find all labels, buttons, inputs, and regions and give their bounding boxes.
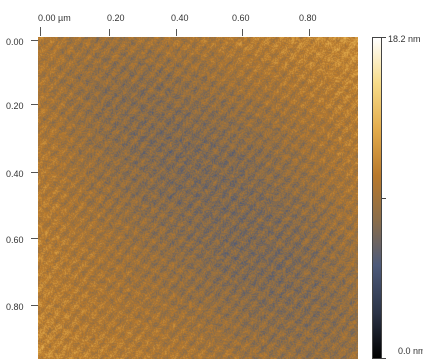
x-tick-label-1: 0.20 bbox=[107, 13, 125, 23]
colorbar-min-label: 0.0 nm bbox=[398, 346, 423, 356]
y-tick-label-2: 0.40 bbox=[6, 169, 24, 179]
x-tick-label-3: 0.60 bbox=[232, 13, 250, 23]
x-tick-mark bbox=[176, 29, 177, 36]
x-tick-label-2: 0.40 bbox=[171, 13, 189, 23]
y-tick-mark bbox=[31, 238, 38, 239]
y-tick-mark bbox=[31, 104, 38, 105]
x-tick-label-4: 0.80 bbox=[299, 13, 317, 23]
x-tick-mark bbox=[309, 29, 310, 36]
y-tick-mark bbox=[31, 305, 38, 306]
x-tick-mark bbox=[109, 29, 110, 36]
afm-topography-image bbox=[38, 37, 358, 359]
y-tick-label-0: 0.00 bbox=[6, 37, 24, 47]
height-color-scale bbox=[372, 37, 382, 359]
y-tick-mark bbox=[31, 40, 38, 41]
colorbar-max-label: 18.2 nm bbox=[388, 34, 421, 44]
y-tick-mark bbox=[31, 172, 38, 173]
colorbar-tick-mid bbox=[382, 198, 386, 199]
x-tick-mark bbox=[40, 27, 41, 36]
y-tick-label-4: 0.80 bbox=[6, 302, 24, 312]
y-tick-label-1: 0.20 bbox=[6, 101, 24, 111]
colorbar-tick-top bbox=[382, 37, 386, 38]
x-tick-label-0: 0.00 µm bbox=[38, 13, 71, 23]
x-tick-mark bbox=[242, 29, 243, 36]
y-tick-label-3: 0.60 bbox=[6, 235, 24, 245]
